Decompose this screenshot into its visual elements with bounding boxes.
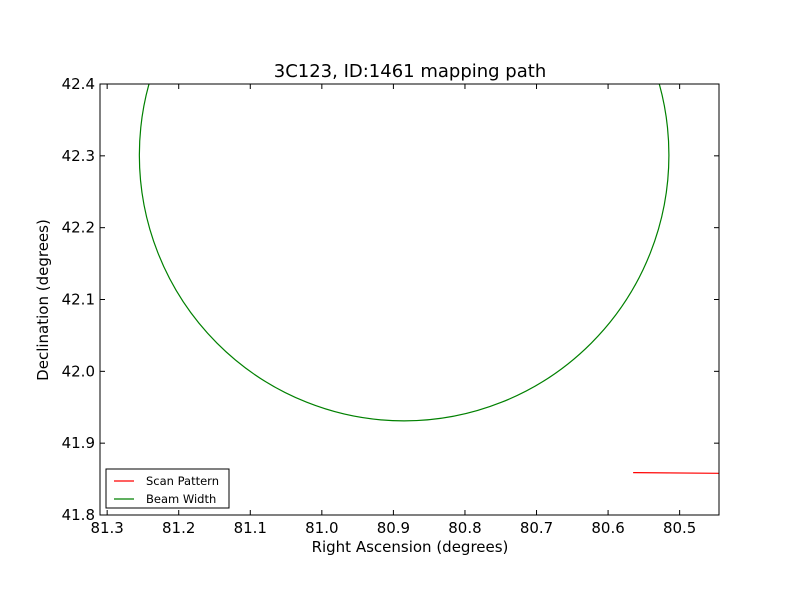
x-tick-label: 80.6	[591, 519, 624, 537]
y-tick-label: 42.3	[62, 147, 95, 165]
y-tick-label: 42.1	[62, 291, 95, 309]
x-tick-label: 80.5	[663, 519, 696, 537]
x-tick-label: 81.2	[162, 519, 195, 537]
legend-box	[105, 468, 230, 509]
y-tick-label: 42.4	[62, 75, 95, 93]
y-tick-label: 41.9	[62, 434, 95, 452]
y-axis-label: Declination (degrees)	[34, 219, 52, 381]
x-tick-label: 81.3	[90, 519, 123, 537]
x-tick-label: 80.9	[377, 519, 410, 537]
scan-pattern-line	[633, 472, 719, 474]
series-layer	[138, 84, 719, 474]
x-axis-label: Right Ascension (degrees)	[312, 538, 509, 556]
y-tick-label: 42.0	[62, 362, 95, 380]
x-tick-label: 80.7	[520, 519, 553, 537]
x-axis-ticks: 81.3 81.2 81.1 81.0 80.9 80.8 80.7 80.6 80.5	[90, 84, 696, 537]
x-tick-label: 80.8	[448, 519, 481, 537]
legend-label: Scan Pattern	[146, 474, 219, 488]
y-tick-label: 41.8	[62, 506, 95, 524]
legend: Scan Pattern Beam Width	[105, 468, 230, 509]
legend-label: Beam Width	[146, 492, 216, 506]
y-tick-label: 42.2	[62, 219, 95, 237]
y-axis-ticks: 41.8 41.9 42.0 42.1 42.2 42.3 42.4	[62, 75, 719, 524]
x-tick-label: 81.1	[234, 519, 267, 537]
beam-width-circle	[138, 84, 670, 422]
x-tick-label: 81.0	[305, 519, 338, 537]
chart-title: 3C123, ID:1461 mapping path	[274, 61, 546, 82]
